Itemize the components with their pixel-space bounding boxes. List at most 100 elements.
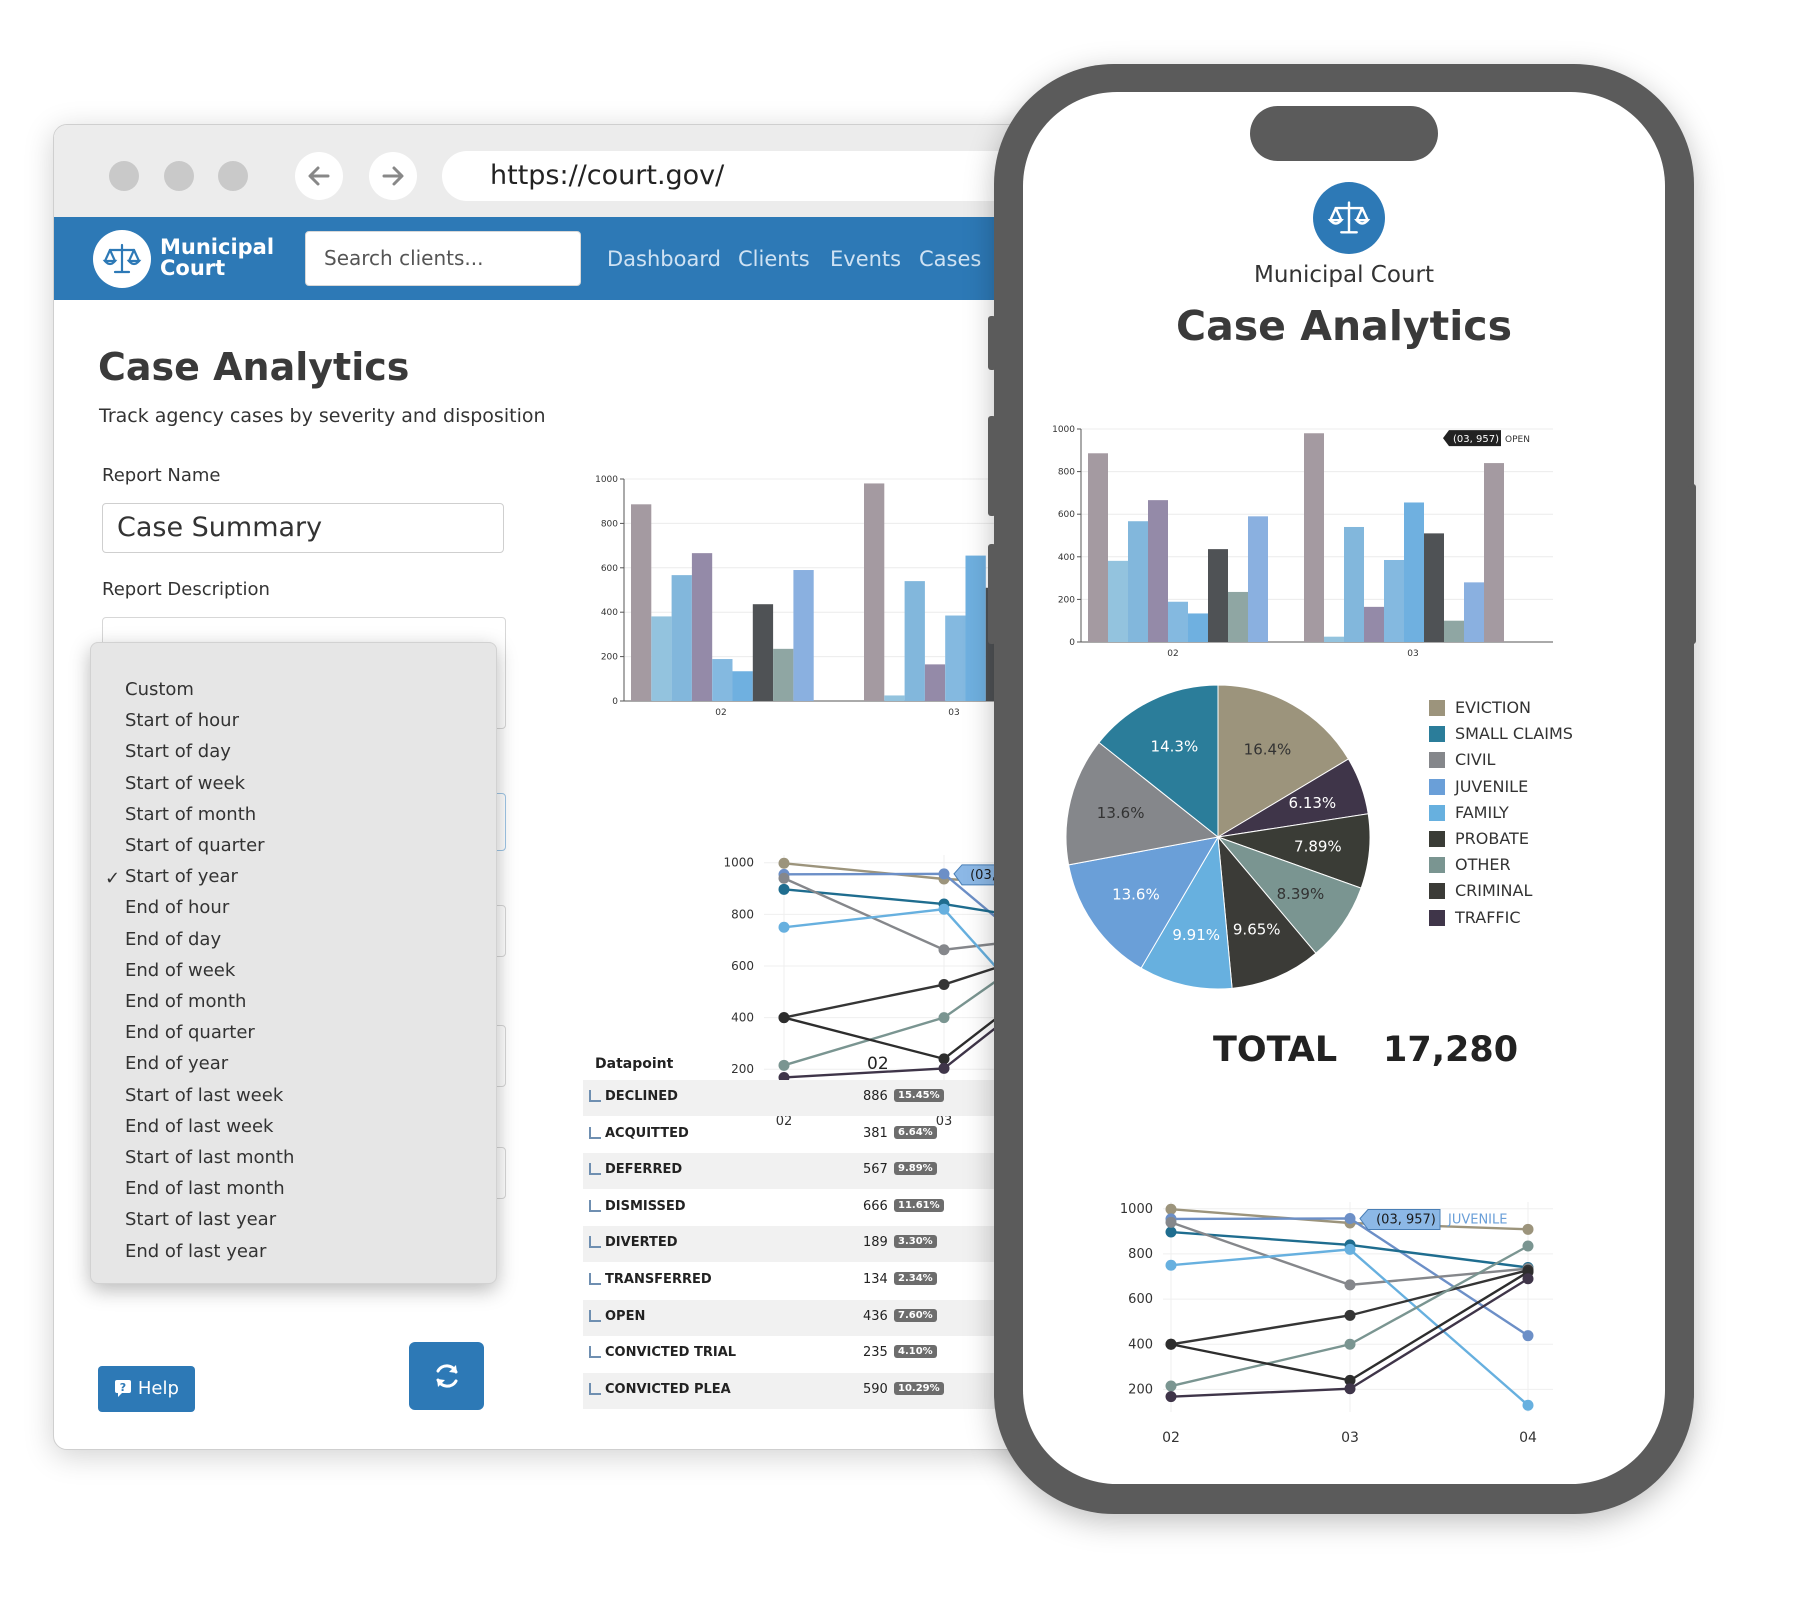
legend-item[interactable]: JUVENILE [1455, 776, 1529, 796]
pie-slice [1140, 835, 1233, 990]
legend-item[interactable]: CIVIL [1455, 750, 1496, 770]
row-percent-badge: 2.34% [894, 1272, 937, 1285]
data-point [778, 1012, 790, 1024]
row-percent-badge: 6.64% [894, 1125, 937, 1139]
phone-logo[interactable] [1313, 182, 1385, 254]
window-minimize-dot[interactable] [164, 161, 194, 191]
help-button[interactable]: ? Help [98, 1366, 195, 1412]
datapoint-chart-icon [589, 1236, 601, 1249]
phone-pie-chart: 16.4% 6.13% 7.89% 8.39% 9.65% 9.91% 13.6% 13.6%… [1065, 684, 1371, 990]
bar [1364, 606, 1384, 642]
dropdown-option[interactable]: End of day [125, 928, 222, 950]
nav-cases[interactable]: Cases [919, 247, 982, 271]
x-tick-label: 04 [1519, 1430, 1537, 1446]
pie-slice-label: 14.3% [1151, 738, 1199, 756]
bar [904, 581, 925, 701]
dropdown-option[interactable]: End of last month [125, 1178, 285, 1200]
forward-button[interactable] [369, 152, 417, 200]
table-row[interactable]: TRANSFERRED 134 2.34% [583, 1263, 1103, 1299]
refresh-button[interactable] [409, 1342, 484, 1410]
y-tick-label: 200 [1058, 595, 1075, 605]
data-point [1165, 1226, 1177, 1238]
y-tick-label: 0 [1069, 638, 1075, 648]
legend-item[interactable]: OTHER [1455, 855, 1511, 875]
dropdown-option[interactable]: End of month [125, 991, 247, 1012]
y-tick-label: 1000 [723, 856, 754, 870]
window-maximize-dot[interactable] [218, 161, 248, 191]
bar [1444, 620, 1464, 642]
dropdown-option[interactable]: End of week [125, 959, 236, 981]
row-percent-badge: 15.45% [894, 1089, 944, 1102]
legend-item[interactable]: TRAFFIC [1455, 907, 1521, 927]
dropdown-option[interactable]: Start of quarter [125, 835, 265, 856]
phone-side-button [988, 544, 996, 644]
dropdown-option[interactable]: Start of last year [125, 1209, 277, 1231]
datapoint-chart-icon [589, 1163, 601, 1176]
window-close-dot[interactable] [109, 161, 139, 191]
data-point [1165, 1380, 1177, 1392]
dropdown-option[interactable]: Start of last month [125, 1147, 295, 1168]
nav-events[interactable]: Events [830, 247, 902, 271]
legend-swatch [1429, 726, 1445, 743]
dropdown-option[interactable]: Custom [125, 679, 194, 700]
bar [1464, 582, 1484, 642]
y-tick-label: 400 [601, 608, 618, 618]
tooltip-box [1443, 430, 1501, 447]
legend-item[interactable]: PROBATE [1455, 829, 1529, 848]
nav-dashboard[interactable]: Dashboard [607, 247, 721, 271]
nav-clients[interactable]: Clients [738, 247, 810, 271]
report-name-input[interactable]: Case Summary [102, 503, 504, 553]
row-value: 886 [863, 1089, 888, 1104]
row-name: DISMISSED [605, 1198, 686, 1214]
dropdown-option[interactable]: Start of hour [125, 710, 239, 732]
legend-swatch [1429, 700, 1445, 716]
dropdown-option[interactable]: Start of year [125, 866, 238, 888]
datapoint-chart-icon [589, 1273, 601, 1285]
bar [1148, 500, 1168, 642]
table-header-datapoint: Datapoint [595, 1056, 674, 1072]
y-tick-label: 800 [1058, 468, 1075, 478]
back-button[interactable] [295, 152, 343, 200]
dropdown-option[interactable]: End of year [125, 1053, 229, 1075]
legend-item[interactable]: CRIMINAL [1455, 881, 1533, 901]
row-name: DIVERTED [605, 1235, 678, 1251]
row-name: ACQUITTED [605, 1125, 689, 1141]
data-point [938, 944, 950, 956]
bar [1404, 502, 1424, 642]
dropdown-option[interactable]: Start of week [125, 772, 246, 794]
legend-item[interactable]: SMALL CLAIMS [1455, 724, 1573, 744]
table-row[interactable]: DISMISSED 666 11.61% [583, 1190, 1103, 1226]
phone-notch [1250, 106, 1438, 161]
pie-slice-label: 7.89% [1294, 838, 1342, 856]
dropdown-option[interactable]: Start of last week [125, 1084, 284, 1106]
address-bar[interactable]: https://court.gov/ [442, 151, 1082, 201]
legend-item[interactable]: EVICTION [1455, 698, 1531, 717]
y-tick-label: 400 [731, 1011, 754, 1025]
table-row[interactable]: CONVICTED TRIAL 235 4.10% [583, 1336, 1103, 1372]
bar [1208, 549, 1228, 642]
dropdown-option[interactable]: End of last week [125, 1115, 274, 1137]
row-percent-badge: 11.61% [894, 1198, 944, 1212]
bar [1128, 521, 1148, 642]
row-name: CONVICTED TRIAL [605, 1345, 737, 1361]
dropdown-option[interactable]: End of last year [125, 1240, 267, 1262]
dropdown-option[interactable]: Start of month [125, 803, 257, 825]
data-point [938, 1012, 950, 1024]
phone-brand: Municipal Court [1253, 262, 1434, 288]
dropdown-option[interactable]: End of quarter [125, 1022, 255, 1044]
dropdown-option[interactable]: Start of day [125, 741, 231, 763]
data-point [1344, 1243, 1356, 1255]
legend-swatch [1429, 883, 1445, 900]
data-point [938, 1062, 950, 1074]
legend-item[interactable]: FAMILY [1455, 802, 1509, 822]
search-input[interactable]: Search clients... [305, 231, 581, 286]
row-percent-badge: 3.30% [894, 1235, 937, 1249]
dropdown-option[interactable]: End of hour [125, 897, 230, 919]
datapoint-chart-icon [589, 1346, 601, 1359]
help-label: Help [137, 1378, 179, 1399]
bar [1484, 463, 1504, 642]
date-preset-dropdown[interactable]: ✓ Custom Start of hour Start of day Start o… [90, 642, 497, 1284]
pie-slice-label: 16.4% [1244, 741, 1292, 759]
table-row[interactable]: ACQUITTED 381 6.64% [583, 1117, 1103, 1153]
logo[interactable] [93, 230, 151, 288]
